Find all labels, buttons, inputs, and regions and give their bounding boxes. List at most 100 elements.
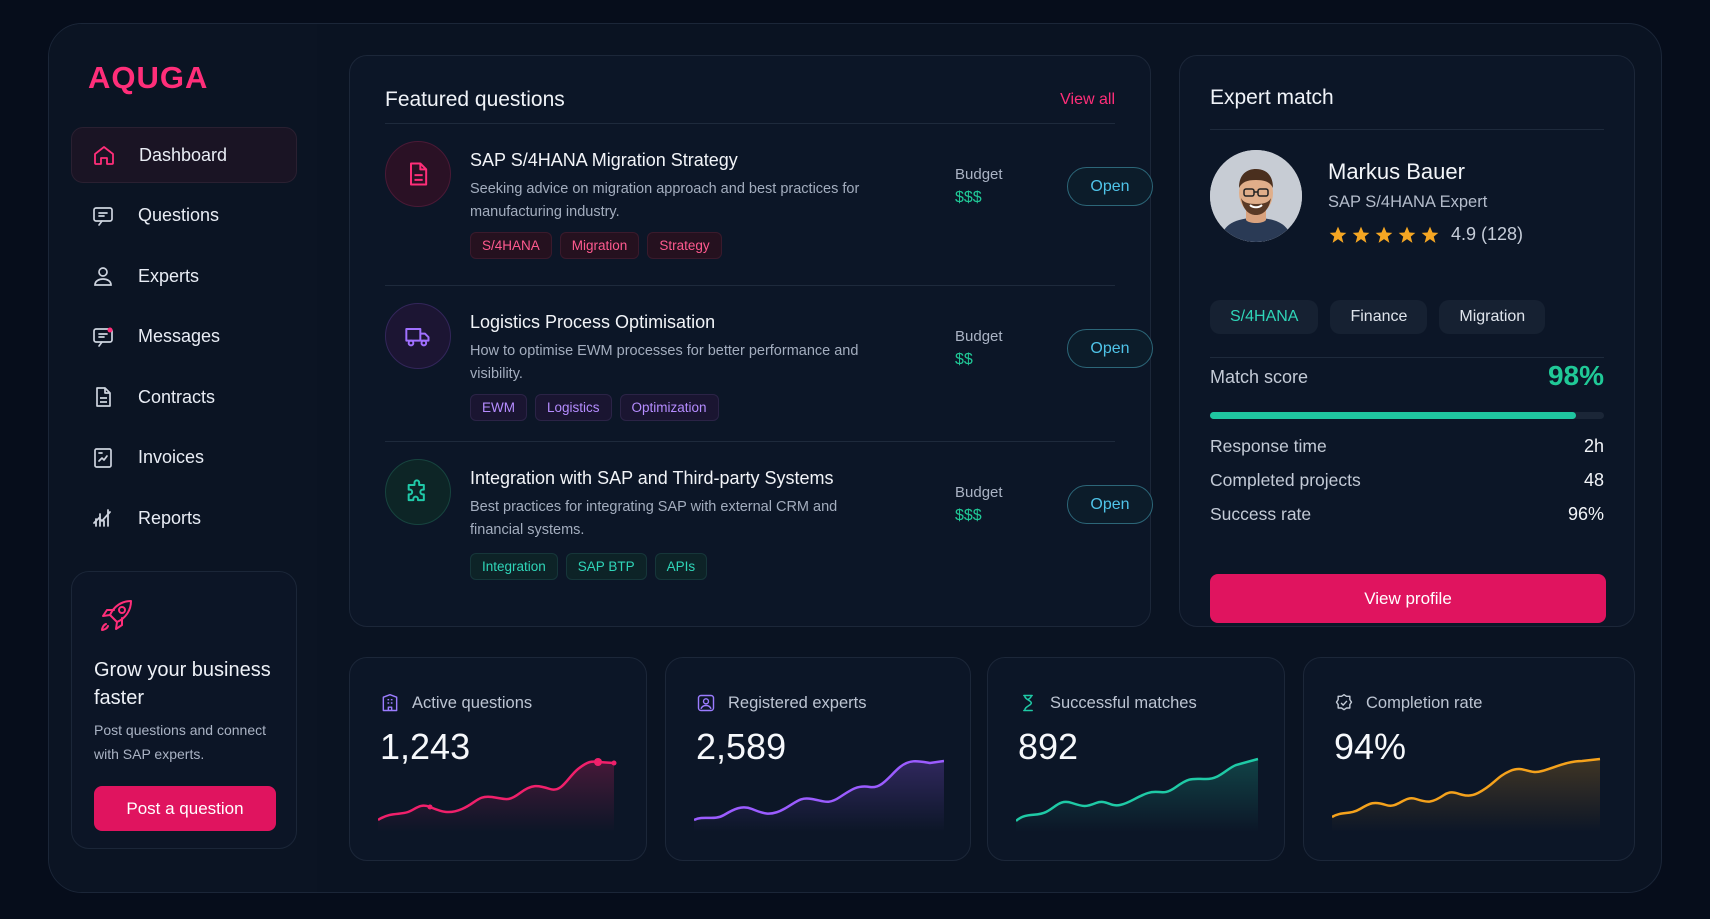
stat-card-completion-rate[interactable]: Completion rate 94%: [1303, 657, 1635, 861]
tag[interactable]: SAP BTP: [565, 553, 647, 580]
nav-label: Invoices: [138, 447, 205, 467]
successful-matches-sparkline: [1016, 757, 1259, 832]
question-icon-wrap: [385, 459, 451, 525]
nav-item-contracts[interactable]: Contracts: [71, 369, 297, 425]
budget-label: Budget: [955, 328, 1003, 345]
nav-label: Messages: [138, 326, 221, 346]
nav-item-experts[interactable]: Experts: [71, 248, 297, 304]
tag[interactable]: Strategy: [647, 232, 722, 259]
expert-stat-row: Success rate 96%: [1210, 504, 1604, 525]
star-icon: [1398, 226, 1416, 243]
budget-value: $$$: [955, 189, 982, 206]
promo-text: Post questions and connect with SAP expe…: [94, 722, 267, 762]
main-nav: Dashboard Questions Experts Messages Con…: [71, 127, 297, 551]
budget-value: $$$: [955, 507, 982, 524]
invoice-icon: [94, 447, 112, 468]
star-icon: [1329, 226, 1347, 243]
tag[interactable]: Migration: [559, 232, 640, 259]
user-icon: [94, 267, 112, 286]
divider: [1210, 129, 1604, 130]
document-icon: [410, 162, 428, 186]
puzzle-icon: [407, 479, 425, 502]
question-desc: How to optimise EWM processes for better…: [470, 343, 859, 382]
post-question-button[interactable]: Post a question: [94, 786, 276, 831]
featured-title: Featured questions: [385, 88, 565, 111]
message-icon: [93, 327, 113, 347]
tag[interactable]: Optimization: [619, 394, 719, 421]
skill-chip[interactable]: Finance: [1330, 300, 1428, 334]
tag[interactable]: EWM: [470, 394, 527, 421]
view-all-link[interactable]: View all: [1060, 91, 1115, 108]
open-button[interactable]: Open: [1067, 167, 1153, 206]
match-score-label: Match score: [1210, 367, 1309, 387]
stat-label: Registered experts: [728, 693, 867, 712]
star-icon: [1352, 226, 1370, 243]
divider: [385, 441, 1115, 442]
stat-value: 892: [1018, 726, 1079, 767]
open-button[interactable]: Open: [1067, 485, 1153, 524]
stat-header: Active questions: [380, 693, 532, 713]
star-icon: [1421, 226, 1439, 243]
budget-label: Budget: [955, 166, 1003, 183]
stat-header: Registered experts: [696, 693, 867, 713]
rating-text: 4.9 (128): [1451, 224, 1524, 244]
skill-chip[interactable]: Migration: [1439, 300, 1546, 334]
nav-item-reports[interactable]: Reports: [71, 490, 297, 546]
divider: [1210, 357, 1604, 358]
nav-item-invoices[interactable]: Invoices: [71, 430, 297, 486]
stat-card-active-questions[interactable]: Active questions 1,243: [349, 657, 647, 861]
promo-card: Grow your business faster Post questions…: [71, 571, 297, 849]
nav-label: Dashboard: [139, 144, 228, 165]
tag[interactable]: Logistics: [535, 394, 612, 421]
stat-card-successful-matches[interactable]: Successful matches 892: [987, 657, 1285, 861]
expert-stat-row: Completed projects 48: [1210, 470, 1604, 491]
tag[interactable]: S/4HANA: [470, 232, 552, 259]
tag[interactable]: Integration: [470, 553, 558, 580]
stat-label: Completion rate: [1366, 693, 1483, 712]
expert-stat-row: Response time 2h: [1210, 436, 1604, 457]
badge-check-icon: [1335, 693, 1353, 711]
featured-questions-card: Featured questions View all SAP S/4HANA …: [349, 55, 1153, 627]
question-title[interactable]: Integration with SAP and Third-party Sys…: [470, 468, 834, 488]
active-questions-sparkline: [378, 758, 617, 832]
match-score-bar: [1210, 412, 1604, 419]
question-item[interactable]: SAP S/4HANA Migration Strategy Seeking a…: [385, 141, 1153, 281]
registered-experts-sparkline: [694, 759, 944, 832]
document-icon: [96, 387, 111, 407]
nav-item-dashboard[interactable]: Dashboard: [71, 127, 297, 183]
expert-skills: S/4HANA Finance Migration: [1210, 300, 1546, 334]
stat-header: Successful matches: [1018, 693, 1197, 713]
bar-chart-icon: [93, 509, 111, 527]
stat-label: Success rate: [1210, 504, 1312, 524]
expert-name[interactable]: Markus Bauer: [1328, 159, 1465, 184]
home-icon: [94, 146, 114, 165]
open-button[interactable]: Open: [1067, 329, 1153, 368]
budget-label: Budget: [955, 484, 1003, 501]
stat-value: 48: [1583, 470, 1604, 490]
stat-value: 2h: [1583, 436, 1604, 456]
view-profile-button[interactable]: View profile: [1210, 574, 1606, 623]
stat-card-registered-experts[interactable]: Registered experts 2,589: [665, 657, 971, 861]
question-tags: EWM Logistics Optimization: [470, 394, 719, 421]
nav-item-questions[interactable]: Questions: [71, 188, 297, 244]
tag[interactable]: APIs: [654, 553, 708, 580]
users-icon: [697, 694, 715, 712]
avatar[interactable]: [1210, 150, 1302, 242]
skill-chip[interactable]: S/4HANA: [1210, 300, 1319, 334]
nav-label: Contracts: [138, 386, 216, 407]
question-icon-wrap: [385, 141, 451, 207]
brand-logo[interactable]: AQUGA: [88, 60, 209, 95]
stat-header: Completion rate: [1334, 693, 1482, 713]
stat-value: 2,589: [696, 726, 787, 767]
question-icon-wrap: [385, 303, 451, 369]
nav-item-messages[interactable]: Messages: [71, 309, 297, 365]
question-title[interactable]: SAP S/4HANA Migration Strategy: [470, 150, 738, 170]
divider: [385, 285, 1115, 286]
question-desc: Best practices for integrating SAP with …: [470, 499, 838, 538]
stat-label: Active questions: [412, 693, 533, 712]
question-item[interactable]: Logistics Process Optimisation How to op…: [385, 303, 1153, 443]
rocket-icon: [101, 600, 132, 631]
question-title[interactable]: Logistics Process Optimisation: [470, 312, 716, 332]
truck-icon: [405, 328, 430, 347]
question-item[interactable]: Integration with SAP and Third-party Sys…: [385, 459, 1153, 599]
